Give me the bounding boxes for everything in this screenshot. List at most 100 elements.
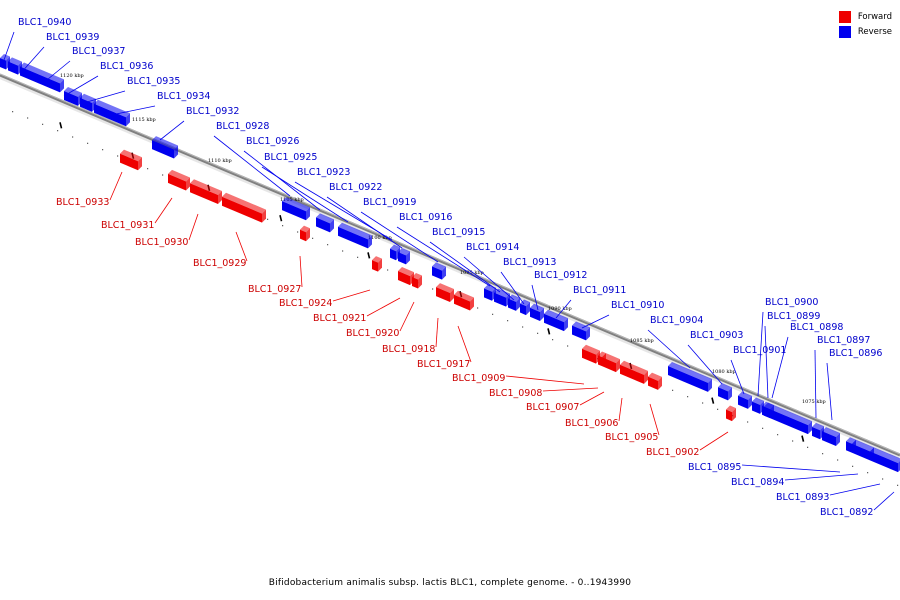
gene-label: BLC1_0895 bbox=[688, 462, 741, 473]
leader-line bbox=[579, 391, 605, 406]
leader-line bbox=[326, 196, 403, 249]
scale-tick-label: 1095 kbp bbox=[460, 270, 484, 276]
gene-label: BLC1_0896 bbox=[829, 348, 882, 359]
gene-label: BLC1_0908 bbox=[489, 388, 542, 399]
leader-line bbox=[757, 311, 764, 397]
scale-tick-label: 1080 kbp bbox=[712, 369, 736, 375]
minor-tick bbox=[297, 231, 299, 233]
leader-line bbox=[299, 255, 303, 288]
scale-tick-label: 1110 kbp bbox=[208, 158, 232, 164]
gene-BLC1_0897 bbox=[812, 422, 824, 440]
gene-label: BLC1_0913 bbox=[503, 257, 556, 268]
gene-BLC1_0935 bbox=[80, 93, 96, 112]
leader-line bbox=[618, 397, 623, 422]
gene-label: BLC1_0929 bbox=[193, 258, 246, 269]
gene-BLC1_0940 bbox=[0, 54, 10, 70]
minor-tick bbox=[672, 389, 674, 391]
gene-label: BLC1_0940 bbox=[18, 17, 71, 28]
gene-BLC1_0911 bbox=[544, 309, 568, 332]
leader-line bbox=[399, 301, 415, 332]
gene-BLC1_0929 bbox=[222, 192, 266, 223]
gene-BLC1_0932 bbox=[152, 136, 178, 159]
gene-label: BLC1_0902 bbox=[646, 447, 699, 458]
gene-BLC1_0912 bbox=[530, 303, 544, 321]
gene-label: BLC1_0900 bbox=[765, 297, 818, 308]
gene-label: BLC1_0933 bbox=[56, 197, 109, 208]
leader-line bbox=[581, 314, 610, 329]
minor-tick bbox=[27, 117, 29, 119]
minor-tick bbox=[792, 440, 794, 442]
minor-tick bbox=[492, 313, 494, 315]
scale-tick-label: 1090 kbp bbox=[548, 306, 572, 312]
scale-tick bbox=[59, 122, 63, 129]
minor-tick bbox=[327, 244, 329, 246]
leader-line bbox=[243, 150, 321, 211]
gene-BLC1_0913 bbox=[520, 299, 530, 316]
minor-tick bbox=[432, 288, 434, 290]
gene-BLC1_0921 bbox=[398, 267, 414, 286]
gene-BLC1_0925 bbox=[338, 222, 372, 249]
scale-tick bbox=[367, 252, 371, 259]
legend-label-forward: Forward bbox=[857, 11, 892, 22]
gene-BLC1_0928 bbox=[282, 197, 310, 221]
gene-label: BLC1_0932 bbox=[186, 106, 239, 117]
leader-line bbox=[814, 349, 817, 419]
legend-item-forward: Forward bbox=[838, 9, 892, 24]
gene-label: BLC1_0899 bbox=[767, 311, 820, 322]
scale-tick bbox=[279, 215, 283, 222]
gene-label: BLC1_0926 bbox=[246, 136, 299, 147]
gene-label: BLC1_0918 bbox=[382, 344, 435, 355]
gene-label: BLC1_0909 bbox=[452, 373, 505, 384]
minor-tick bbox=[162, 174, 164, 176]
gene-label: BLC1_0911 bbox=[573, 285, 626, 296]
gene-BLC1_0934 bbox=[94, 99, 130, 127]
gene-BLC1_0937 bbox=[20, 62, 64, 93]
leader-line bbox=[873, 491, 895, 511]
gene-label: BLC1_0919 bbox=[363, 197, 416, 208]
minor-tick bbox=[882, 478, 884, 480]
gene-label: BLC1_0898 bbox=[790, 322, 843, 333]
minor-tick bbox=[762, 427, 764, 429]
minor-tick bbox=[522, 326, 524, 328]
reverse-swatch bbox=[838, 25, 851, 38]
minor-tick bbox=[552, 339, 554, 341]
gene-label: BLC1_0892 bbox=[820, 507, 873, 518]
label-leader-lines bbox=[3, 31, 895, 511]
minor-tick bbox=[867, 472, 869, 474]
gene-BLC1_0905 bbox=[648, 372, 662, 390]
gene-label: BLC1_0904 bbox=[650, 315, 703, 326]
gene-BLC1_0902 bbox=[726, 405, 736, 422]
minor-tick bbox=[477, 307, 479, 309]
leader-line bbox=[647, 329, 691, 369]
leader-line bbox=[505, 375, 585, 385]
gene-BLC1_0906 bbox=[620, 360, 648, 384]
leader-line bbox=[435, 317, 439, 348]
minor-tick bbox=[717, 408, 719, 410]
gene-label: BLC1_0897 bbox=[817, 335, 870, 346]
legend-label-reverse: Reverse bbox=[857, 26, 892, 37]
gene-BLC1_0923 bbox=[390, 244, 400, 261]
gene-label: BLC1_0906 bbox=[565, 418, 618, 429]
minor-tick bbox=[102, 149, 104, 151]
gene-label: BLC1_0928 bbox=[216, 121, 269, 132]
leader-line bbox=[188, 213, 199, 241]
gene-label: BLC1_0915 bbox=[432, 227, 485, 238]
scale-tick-label: 1100 kbp bbox=[368, 235, 392, 241]
gene-label: BLC1_0916 bbox=[399, 212, 452, 223]
gene-BLC1_0927 bbox=[300, 225, 310, 242]
genome-caption: Bifidobacterium animalis subsp. lactis B… bbox=[268, 578, 632, 588]
gene-BLC1_0909 bbox=[582, 344, 600, 364]
minor-tick bbox=[687, 396, 689, 398]
scale-tick bbox=[711, 397, 715, 404]
gene-BLC1_0917 bbox=[454, 290, 474, 311]
gene-BLC1_0939 bbox=[8, 57, 22, 75]
gene-BLC1_0910 bbox=[572, 321, 590, 341]
legend-item-reverse: Reverse bbox=[838, 24, 892, 39]
gene-label: BLC1_0917 bbox=[417, 359, 470, 370]
minor-tick bbox=[267, 218, 269, 220]
leader-line bbox=[396, 226, 491, 287]
leader-line bbox=[261, 166, 349, 223]
gene-label: BLC1_0925 bbox=[264, 152, 317, 163]
scale-tick-label: 1115 kbp bbox=[132, 117, 156, 123]
